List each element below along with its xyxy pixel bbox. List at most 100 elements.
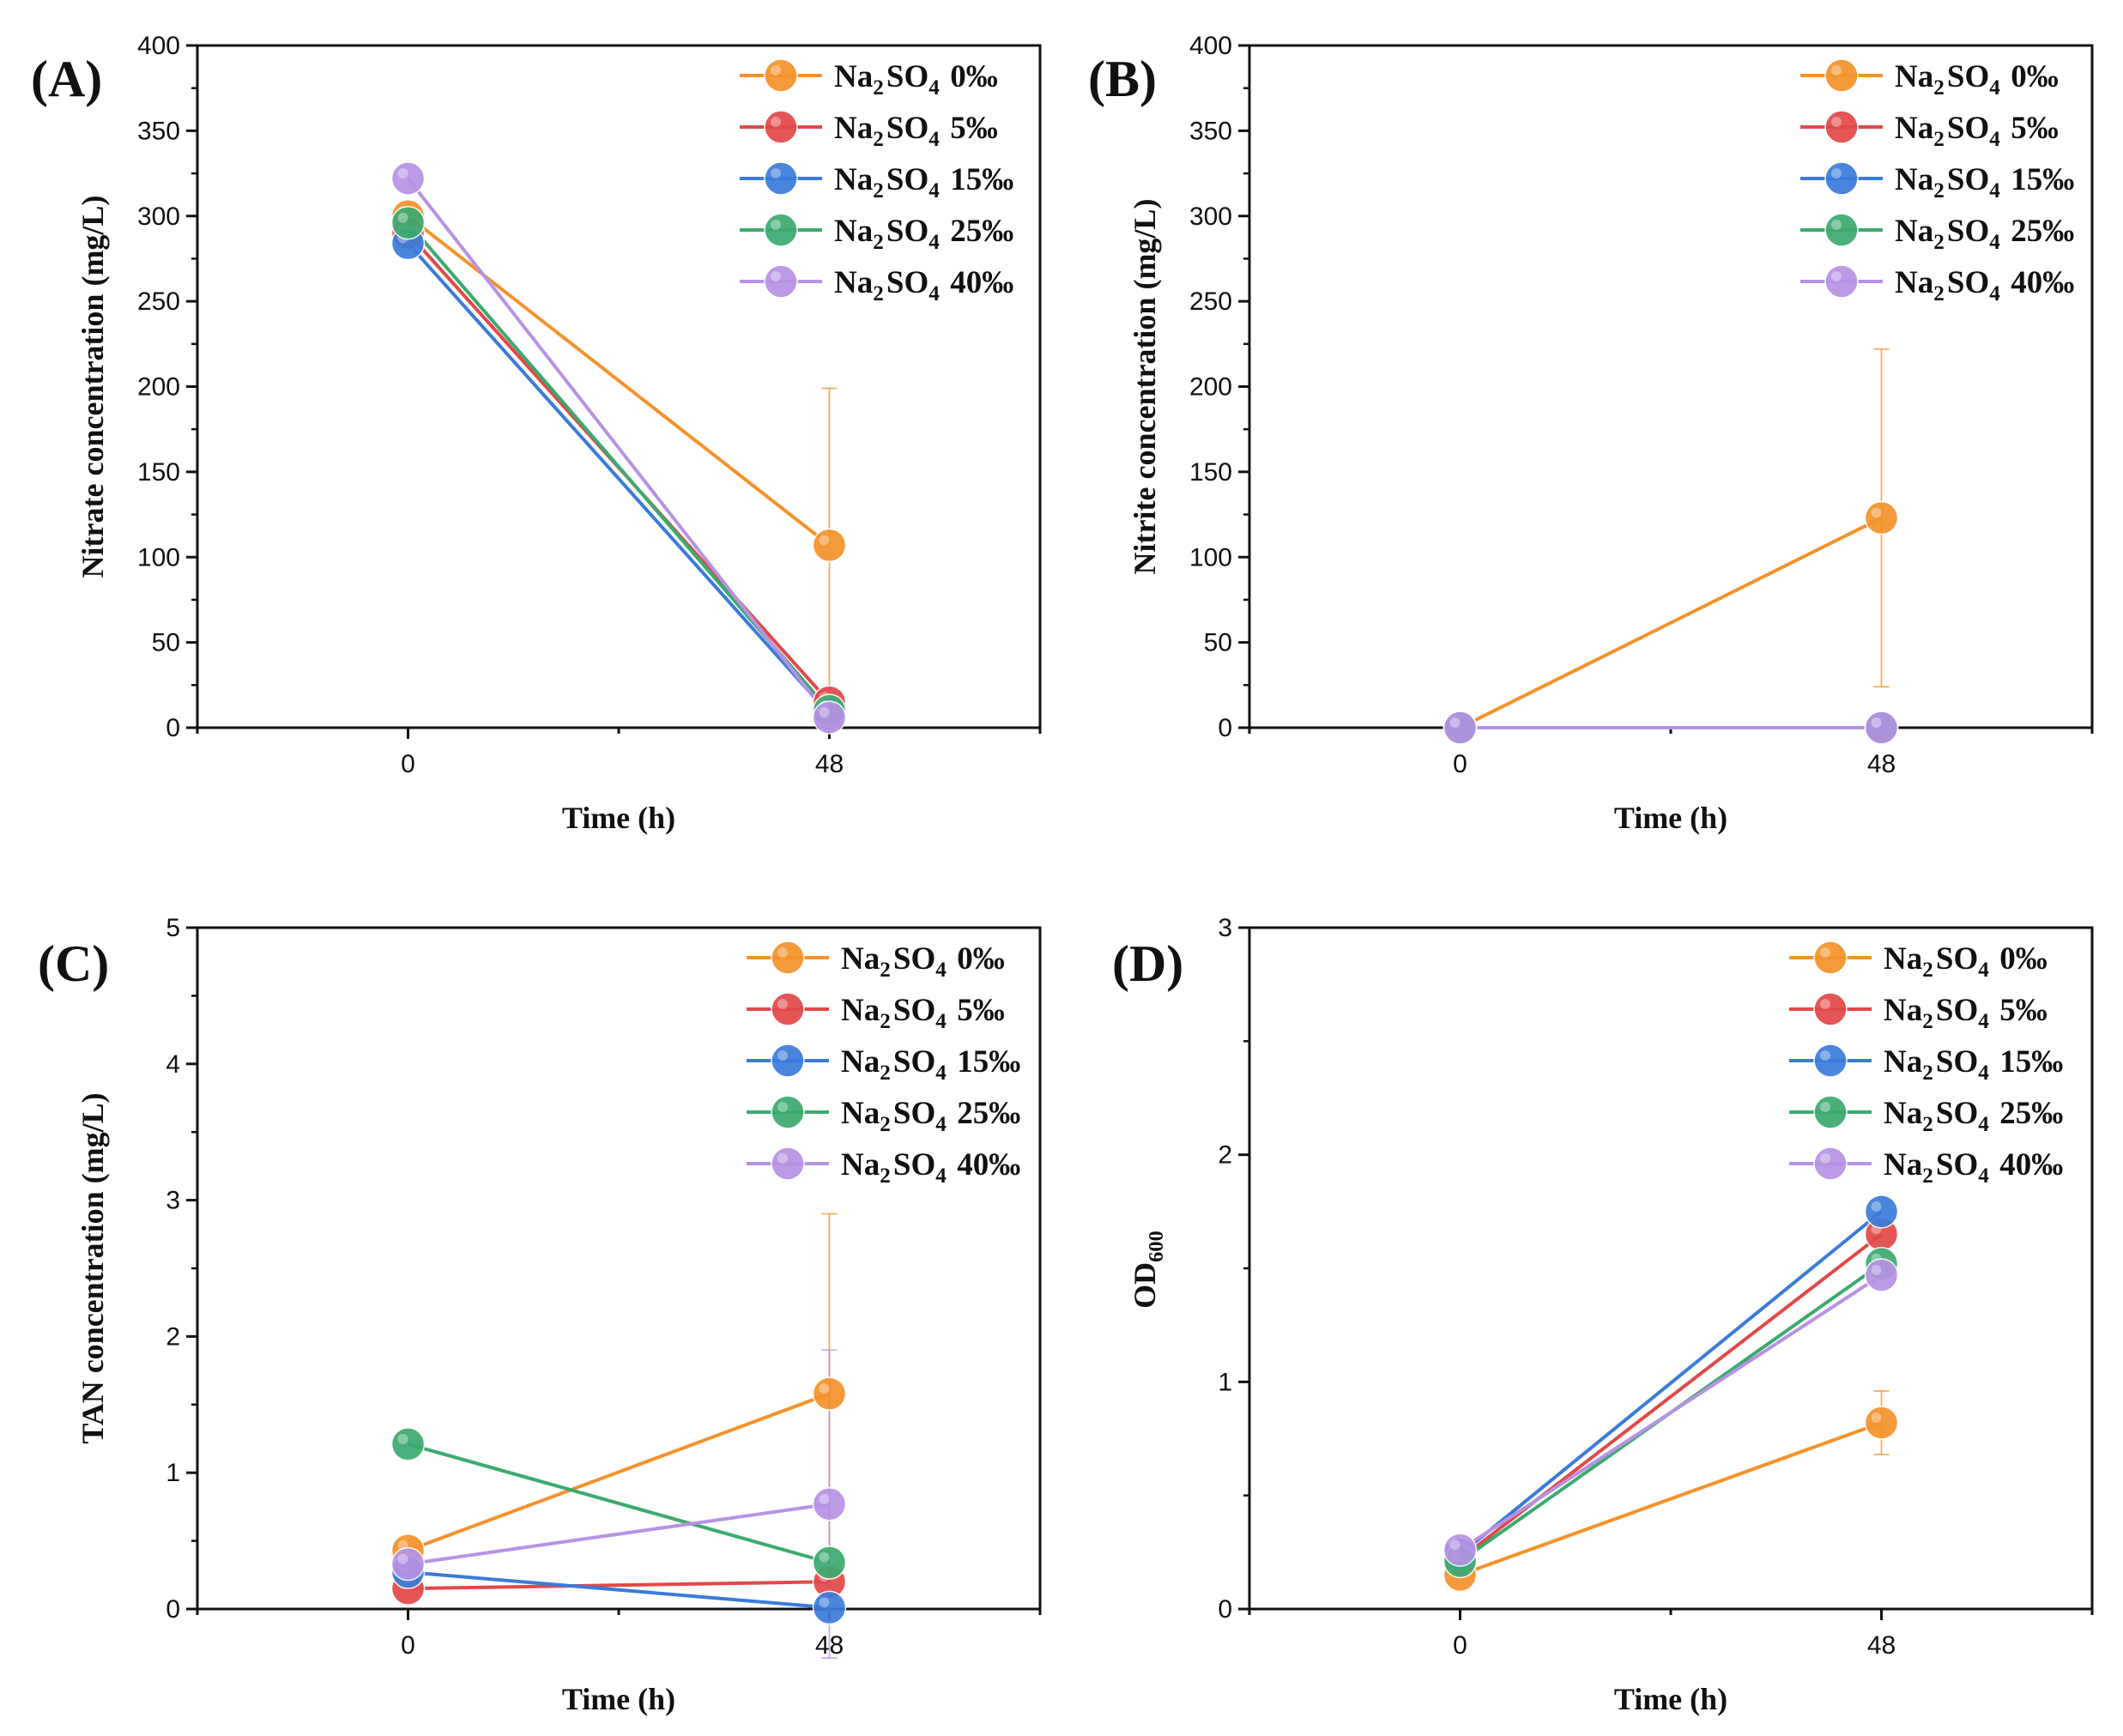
- y-tick-label: 100: [1189, 543, 1232, 572]
- legend-label: Na2 SO4 0‰: [1895, 59, 2059, 100]
- y-axis-title: Nitrite concentration (mg/L): [1128, 199, 1162, 575]
- plot-frame: [196, 44, 1042, 729]
- y-tick-label: 200: [1189, 373, 1232, 402]
- y-tick-label: 2: [166, 1322, 180, 1351]
- legend-label: Na2 SO4 40‰: [841, 1147, 1020, 1188]
- data-point-highlight: [397, 212, 408, 223]
- legend-label: Na2 SO4 5‰: [834, 111, 998, 151]
- y-axis-title: Nitrate concentration (mg/L): [76, 196, 110, 578]
- y-tick-label: 150: [137, 458, 180, 487]
- legend-marker: [1813, 1043, 1848, 1078]
- y-tick-label: 0: [166, 714, 180, 742]
- data-point: [1864, 711, 1899, 745]
- legend-marker: [764, 161, 798, 196]
- y-tick-label: 3: [166, 1187, 180, 1215]
- data-point-highlight: [397, 168, 408, 179]
- legend-marker: [1824, 58, 1859, 93]
- y-tick-label: 250: [1189, 287, 1232, 316]
- data-point: [390, 1427, 426, 1461]
- data-point-highlight: [1449, 1539, 1461, 1551]
- legend-marker-highlight: [771, 65, 781, 76]
- legend-marker: [771, 941, 805, 975]
- y-tick-label: 300: [1189, 203, 1232, 231]
- legend-marker-highlight: [1820, 1050, 1830, 1061]
- legend-marker: [771, 1043, 805, 1078]
- x-tick-label: 0: [1453, 750, 1467, 778]
- legend-label: Na2 SO4 5‰: [1895, 111, 2059, 151]
- y-tick-label: 0: [166, 1595, 180, 1624]
- y-axis-title: TAN concentration (mg/L): [76, 1092, 110, 1443]
- data-point: [812, 1486, 847, 1521]
- x-axis-title: Time (h): [562, 801, 675, 835]
- data-point: [1443, 711, 1478, 745]
- y-tick-label: 5: [166, 914, 180, 942]
- data-point: [390, 205, 426, 240]
- plot-frame: [1248, 926, 2094, 1611]
- y-tick-label: 300: [137, 203, 180, 231]
- y-tick-label: 150: [1189, 458, 1232, 487]
- data-point-highlight: [1871, 507, 1882, 518]
- data-point-highlight: [819, 535, 830, 546]
- y-axis-title: OD600: [1128, 1228, 1168, 1309]
- legend-label: Na2 SO4 15‰: [1884, 1044, 2063, 1085]
- data-point: [1864, 1406, 1899, 1440]
- legend-label: Na2 SO4 0‰: [841, 941, 1005, 982]
- x-tick-label: 0: [401, 1631, 415, 1660]
- panel-2: (B) 0 50 100 150 200 250 300 350 400 0 48 Time (h) Ni…: [1088, 32, 2094, 835]
- legend-marker: [771, 1095, 805, 1129]
- legend-marker-highlight: [1831, 220, 1842, 230]
- data-point: [812, 1545, 847, 1580]
- legend-label: Na2 SO4 25‰: [1895, 214, 2074, 254]
- legend-marker-highlight: [1820, 1153, 1830, 1164]
- legend-marker-highlight: [1831, 271, 1842, 281]
- legend-label: Na2 SO4 5‰: [841, 993, 1005, 1033]
- x-tick-label: 0: [1453, 1631, 1467, 1660]
- data-point-highlight: [1871, 1201, 1882, 1212]
- y-tick-label: 0: [1218, 1595, 1232, 1624]
- legend-marker: [1813, 941, 1848, 975]
- legend-label: Na2 SO4 25‰: [834, 214, 1013, 254]
- legend-marker-highlight: [771, 271, 781, 281]
- legend-marker: [1824, 161, 1859, 196]
- legend-label: Na2 SO4 5‰: [1884, 993, 2047, 1033]
- legend-marker-highlight: [777, 947, 788, 958]
- data-point-highlight: [819, 1552, 830, 1564]
- data-point-highlight: [1871, 1412, 1882, 1423]
- y-tick-label: 1: [1218, 1368, 1232, 1396]
- legend-marker-highlight: [1831, 65, 1842, 76]
- data-point: [390, 1546, 426, 1582]
- data-point-highlight: [397, 1553, 408, 1564]
- legend-marker-highlight: [1820, 999, 1830, 1009]
- x-axis-title: Time (h): [562, 1682, 675, 1716]
- y-tick-label: 50: [1204, 629, 1232, 657]
- series-line: [1459, 1421, 1883, 1577]
- x-tick-label: 0: [401, 750, 415, 778]
- x-axis-title: Time (h): [1614, 801, 1727, 835]
- data-point: [812, 1590, 847, 1625]
- data-point-highlight: [1871, 1264, 1882, 1275]
- y-tick-label: 350: [1189, 117, 1232, 145]
- panel-label: (B): [1088, 51, 1157, 107]
- series-line: [407, 1442, 831, 1564]
- y-tick-label: 2: [1218, 1141, 1232, 1170]
- series-line: [407, 215, 831, 547]
- legend-marker-highlight: [771, 220, 781, 230]
- data-point: [1443, 1533, 1478, 1567]
- legend-marker-highlight: [1831, 168, 1842, 178]
- legend-label: Na2 SO4 0‰: [834, 59, 998, 100]
- series-line: [408, 1502, 830, 1566]
- plot-frame: [196, 926, 1042, 1611]
- legend-marker-highlight: [777, 1050, 788, 1061]
- legend-marker-highlight: [777, 1153, 788, 1164]
- y-tick-label: 200: [137, 373, 180, 402]
- legend-label: Na2 SO4 25‰: [1884, 1096, 2063, 1136]
- legend-marker: [771, 992, 805, 1026]
- legend-marker-highlight: [1831, 117, 1842, 127]
- legend-marker: [1813, 1146, 1848, 1181]
- legend-marker: [1824, 213, 1859, 247]
- legend-marker: [1813, 992, 1848, 1026]
- x-tick-label: 48: [1867, 750, 1896, 778]
- series-line: [408, 1570, 830, 1610]
- legend-label: Na2 SO4 15‰: [1895, 162, 2074, 203]
